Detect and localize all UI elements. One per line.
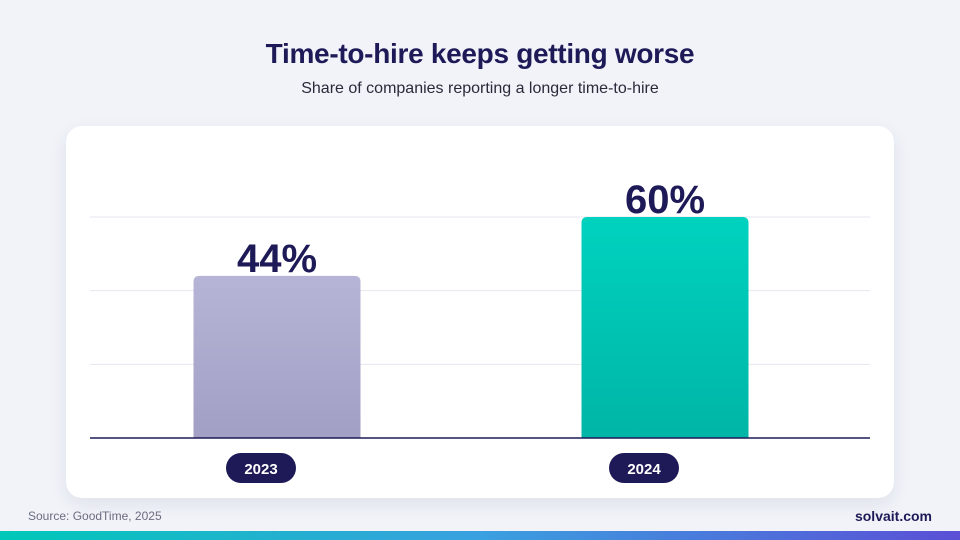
bottom-gradient-bar [0, 531, 960, 540]
bar-chart: 44% 2023 60% 2024 [90, 178, 870, 483]
value-label-2024: 60% [625, 178, 705, 222]
value-label-2023: 44% [237, 237, 317, 281]
brand-link[interactable]: solvait.com [854, 508, 932, 524]
chart-title: Time-to-hire keeps getting worse [265, 38, 695, 69]
category-label-2024: 2024 [627, 461, 661, 478]
chart-card: 44% 2023 60% 2024 [66, 126, 894, 498]
category-pill-2024 [609, 453, 679, 483]
chart-subtitle: Share of companies reporting a longer ti… [301, 80, 659, 97]
category-label-2023: 2023 [244, 461, 277, 478]
source-note: Source: GoodTime, 2025 [28, 509, 162, 523]
bar-2024 [581, 217, 749, 438]
category-pill-2023 [226, 453, 296, 483]
bar-2023 [193, 275, 361, 438]
